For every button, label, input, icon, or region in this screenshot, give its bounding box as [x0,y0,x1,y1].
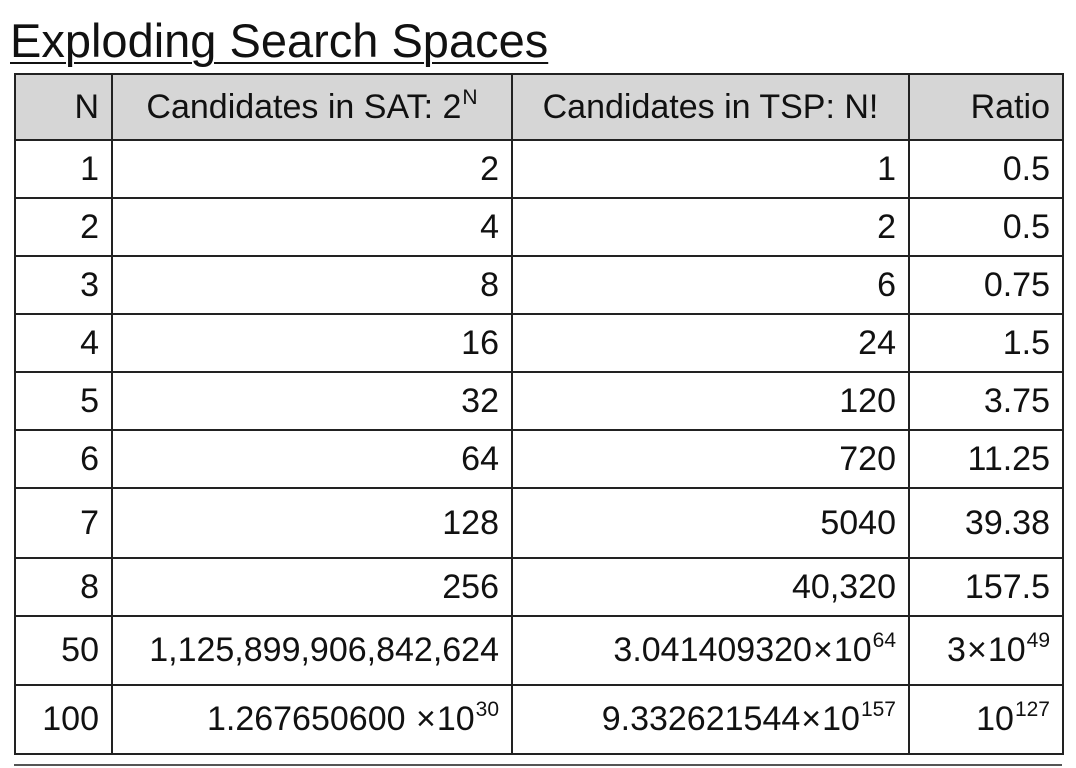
tsp-mantissa: 3.041409320 [613,631,812,669]
cell-sat: 1,125,899,906,842,624 [112,616,512,685]
ratio-base: 10 [976,700,1014,738]
sat-base: 10 [437,700,475,738]
cell-tsp: 1 [512,140,909,198]
header-sat-text: Candidates in SAT: 2 [146,88,461,126]
cell-ratio: 0.5 [909,140,1063,198]
cell-n: 1 [15,140,112,198]
times-sign: × [416,700,436,738]
cell-ratio: 157.5 [909,558,1063,616]
cell-sat: 32 [112,372,512,430]
cell-ratio: 3.75 [909,372,1063,430]
cell-tsp: 2 [512,198,909,256]
cell-ratio: 1.5 [909,314,1063,372]
table-row: 100 1.267650600 ×1030 9.332621544×10157 … [15,685,1063,754]
cell-sat: 128 [112,488,512,558]
cell-sat: 256 [112,558,512,616]
table-row: 2 4 2 0.5 [15,198,1063,256]
header-sat-candidates: Candidates in SAT: 2N [112,74,512,140]
table-header-row: N Candidates in SAT: 2N Candidates in TS… [15,74,1063,140]
cell-n: 3 [15,256,112,314]
table-row: 50 1,125,899,906,842,624 3.041409320×106… [15,616,1063,685]
header-tsp-candidates: Candidates in TSP: N! [512,74,909,140]
cell-tsp: 720 [512,430,909,488]
tsp-mantissa: 9.332621544 [602,700,801,738]
cell-tsp: 40,320 [512,558,909,616]
cell-n: 100 [15,685,112,754]
search-space-table: N Candidates in SAT: 2N Candidates in TS… [14,73,1064,755]
cell-ratio: 39.38 [909,488,1063,558]
table-row: 6 64 720 11.25 [15,430,1063,488]
cell-ratio: 0.5 [909,198,1063,256]
table-row: 4 16 24 1.5 [15,314,1063,372]
sat-exponent: 30 [476,698,499,721]
cell-n: 50 [15,616,112,685]
cell-tsp: 5040 [512,488,909,558]
tsp-base: 10 [822,700,860,738]
header-sat-exponent: N [462,86,477,109]
tsp-exponent: 64 [873,629,896,652]
cell-ratio: 10127 [909,685,1063,754]
cell-tsp: 3.041409320×1064 [512,616,909,685]
cell-tsp: 9.332621544×10157 [512,685,909,754]
sat-mantissa: 1.267650600 [207,700,415,738]
cell-n: 5 [15,372,112,430]
cell-sat: 8 [112,256,512,314]
ratio-exponent: 127 [1015,698,1050,721]
cell-sat: 2 [112,140,512,198]
ratio-base: 10 [988,631,1026,669]
times-sign: × [967,631,987,669]
cell-ratio: 0.75 [909,256,1063,314]
cell-n: 2 [15,198,112,256]
cell-sat: 64 [112,430,512,488]
table-row: 3 8 6 0.75 [15,256,1063,314]
cell-sat: 16 [112,314,512,372]
ratio-exponent: 49 [1027,629,1050,652]
cell-tsp: 120 [512,372,909,430]
cell-ratio: 3×1049 [909,616,1063,685]
cell-n: 7 [15,488,112,558]
bottom-divider [14,764,1062,766]
cell-sat: 4 [112,198,512,256]
cell-tsp: 6 [512,256,909,314]
tsp-exponent: 157 [861,698,896,721]
times-sign: × [813,631,833,669]
cell-tsp: 24 [512,314,909,372]
table-row: 7 128 5040 39.38 [15,488,1063,558]
times-sign: × [801,700,821,738]
cell-n: 4 [15,314,112,372]
slide-title: Exploding Search Spaces [10,14,548,68]
cell-n: 8 [15,558,112,616]
ratio-mantissa: 3 [947,631,966,669]
table-row: 1 2 1 0.5 [15,140,1063,198]
header-ratio: Ratio [909,74,1063,140]
cell-sat: 1.267650600 ×1030 [112,685,512,754]
header-n: N [15,74,112,140]
table-row: 5 32 120 3.75 [15,372,1063,430]
tsp-base: 10 [834,631,872,669]
table-row: 8 256 40,320 157.5 [15,558,1063,616]
cell-n: 6 [15,430,112,488]
cell-ratio: 11.25 [909,430,1063,488]
